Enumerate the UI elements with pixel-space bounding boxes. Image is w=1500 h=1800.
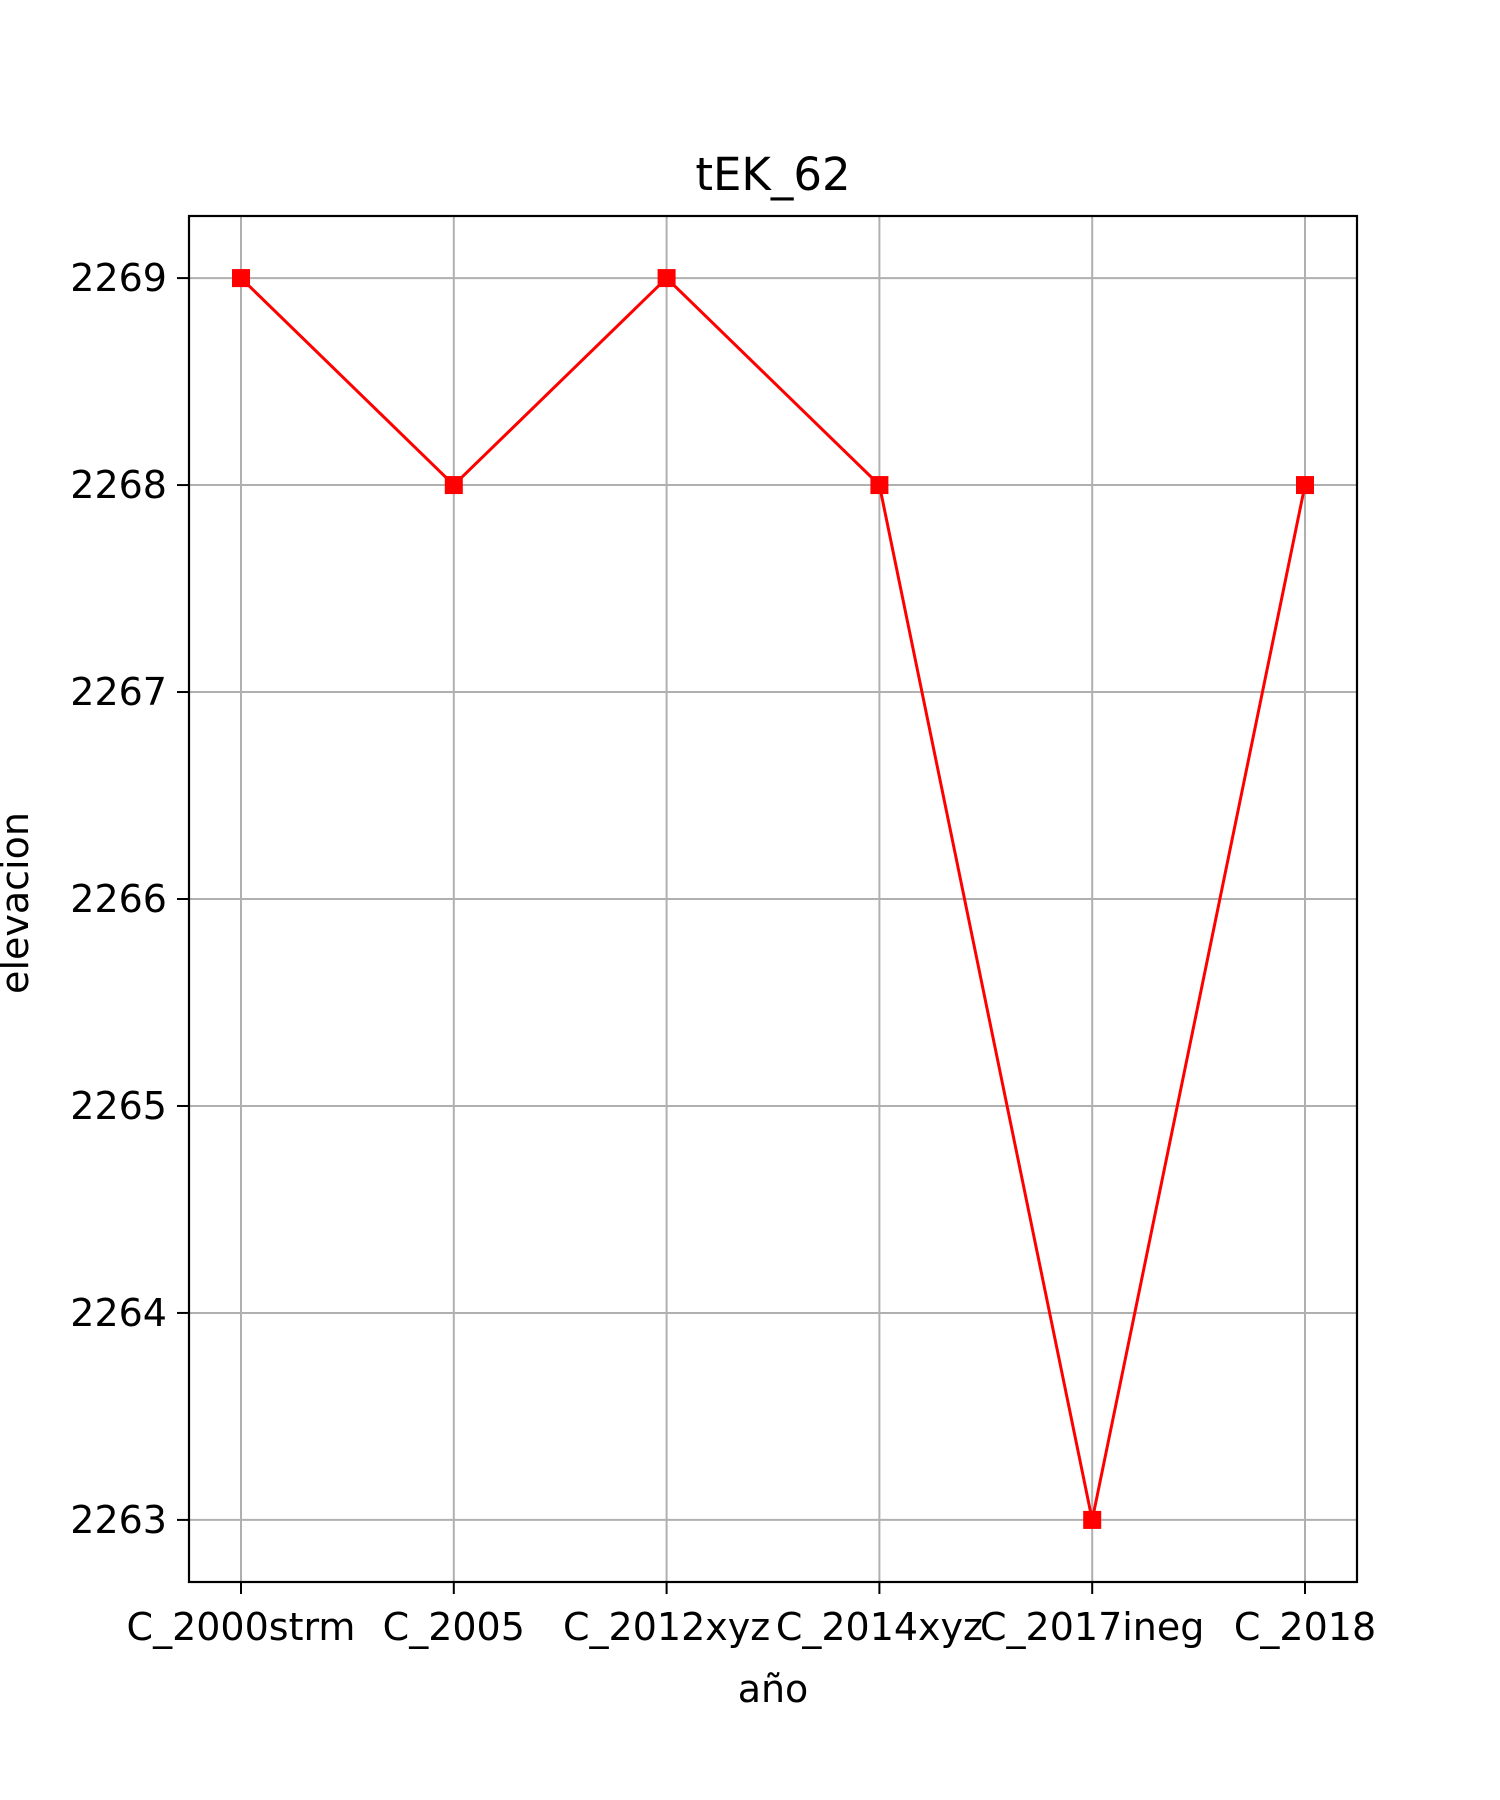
data-point-marker <box>657 269 676 288</box>
y-axis-ticks: 2263 2264 2265 2266 2267 2268 2269 <box>70 256 189 1542</box>
x-tick-label: C_2000strm <box>127 1605 356 1649</box>
series-layer <box>232 269 1314 1529</box>
x-tick-label: C_2014xyz <box>776 1605 983 1649</box>
x-axis-title: año <box>738 1667 809 1711</box>
y-axis-title: elevacion <box>0 812 37 994</box>
data-point-marker <box>444 476 463 495</box>
y-tick-label: 2269 <box>70 256 167 300</box>
y-tick-label: 2264 <box>70 1291 167 1335</box>
y-tick-label: 2265 <box>70 1084 167 1128</box>
chart-title: tEK_62 <box>695 148 850 201</box>
y-tick-label: 2263 <box>70 1498 167 1542</box>
data-point-marker <box>1083 1510 1102 1529</box>
x-tick-label: C_2018 <box>1234 1605 1376 1649</box>
grid-lines <box>189 216 1357 1582</box>
x-tick-label: C_2005 <box>383 1605 525 1649</box>
y-tick-label: 2266 <box>70 877 167 921</box>
y-tick-label: 2268 <box>70 463 167 507</box>
x-axis-ticks: C_2000strm C_2005 C_2012xyz C_2014xyzC_2017… <box>127 1582 1376 1649</box>
x-tick-label: C_2012xyz <box>563 1605 770 1649</box>
data-point-marker <box>1296 476 1314 495</box>
series-line <box>239 275 1307 1521</box>
y-tick-label: 2267 <box>70 670 167 714</box>
data-point-marker <box>232 269 250 288</box>
data-point-marker <box>870 476 889 495</box>
x-tick-label: C_2017ineg <box>980 1605 1204 1649</box>
